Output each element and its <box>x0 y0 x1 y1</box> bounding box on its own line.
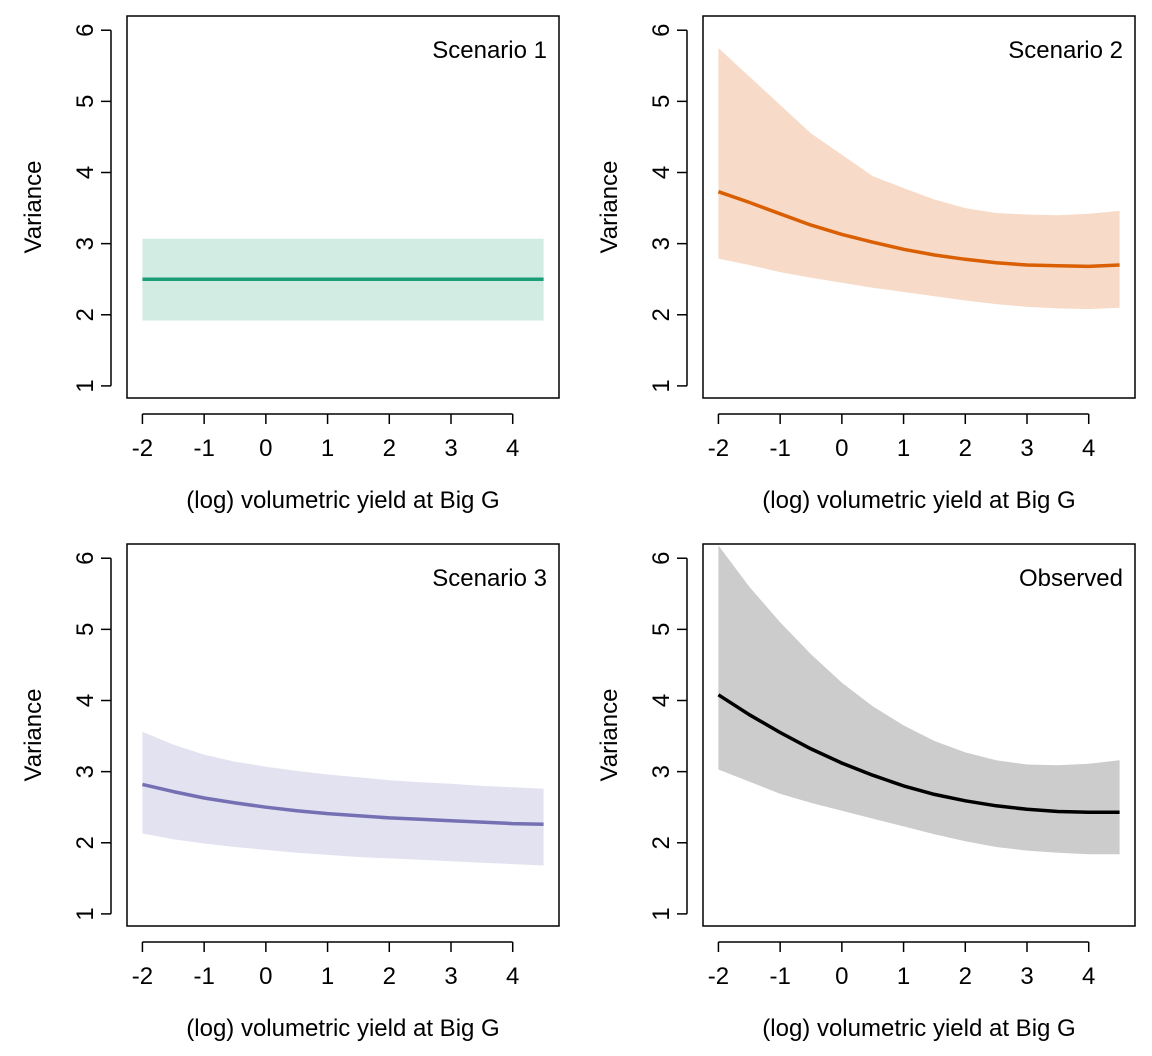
chart-panel-2: -2 -1 0 1 2 3 4 (log) volumetric yield at Big G… <box>596 15 1136 514</box>
x-tick-label: -2 <box>708 963 729 990</box>
y-axis-title: Variance <box>596 161 623 254</box>
y-axis-title: Variance <box>20 161 47 254</box>
y-tick-label: 3 <box>72 237 99 250</box>
panel-label: Scenario 2 <box>1008 37 1123 64</box>
y-axis: 1 2 3 4 5 6 <box>72 24 112 393</box>
x-tick-label: -2 <box>132 435 153 462</box>
y-axis-title: Variance <box>20 689 47 782</box>
series-line <box>717 190 1120 269</box>
x-tick-label: 2 <box>383 963 396 990</box>
y-tick-label: 6 <box>72 24 99 37</box>
chart-panel-3: -2 -1 0 1 2 3 4 (log) volumetric yield at Big G… <box>20 543 560 1042</box>
x-axis-title: (log) volumetric yield at Big G <box>762 487 1075 514</box>
x-tick-label: 3 <box>444 435 457 462</box>
y-tick-label: 6 <box>72 552 99 565</box>
series-line <box>717 693 1120 814</box>
x-axis-title: (log) volumetric yield at Big G <box>186 487 499 514</box>
confidence-band <box>142 731 544 866</box>
y-tick-label: 2 <box>72 308 99 321</box>
x-tick-label: 2 <box>383 435 396 462</box>
y-tick-label: 3 <box>648 237 675 250</box>
chart-panel-1: -2 -1 0 1 2 3 4 (log) volumetric yield at Big G… <box>20 15 560 514</box>
panel-label: Observed <box>1019 565 1123 592</box>
y-tick-label: 1 <box>648 379 675 392</box>
x-axis-title: (log) volumetric yield at Big G <box>186 1015 499 1042</box>
y-tick-label: 1 <box>72 907 99 920</box>
confidence-band <box>718 545 1120 855</box>
panel-label: Scenario 3 <box>432 565 547 592</box>
y-axis: 1 2 3 4 5 6 <box>648 24 688 393</box>
x-tick-label: -1 <box>769 963 790 990</box>
panel-label: Scenario 1 <box>432 37 547 64</box>
x-tick-label: 4 <box>1082 435 1095 462</box>
x-tick-label: 2 <box>959 435 972 462</box>
y-tick-label: 2 <box>648 836 675 849</box>
y-tick-label: 1 <box>648 907 675 920</box>
x-tick-label: 2 <box>959 963 972 990</box>
y-axis: 1 2 3 4 5 6 <box>72 552 112 921</box>
x-tick-label: 4 <box>506 963 519 990</box>
y-tick-label: 2 <box>648 308 675 321</box>
x-tick-label: 4 <box>506 435 519 462</box>
y-tick-label: 5 <box>72 623 99 636</box>
y-tick-label: 5 <box>648 95 675 108</box>
y-tick-label: 6 <box>648 552 675 565</box>
plot-frame <box>126 15 560 399</box>
x-tick-label: 1 <box>321 963 334 990</box>
x-tick-label: 1 <box>897 963 910 990</box>
y-tick-label: 4 <box>648 694 675 707</box>
x-tick-label: 0 <box>835 435 848 462</box>
plot-frame <box>126 543 560 927</box>
plot-frame <box>702 15 1136 399</box>
y-tick-label: 5 <box>648 623 675 636</box>
x-axis: -2 -1 0 1 2 3 4 <box>708 941 1095 990</box>
x-axis: -2 -1 0 1 2 3 4 <box>132 413 519 462</box>
y-tick-label: 6 <box>648 24 675 37</box>
x-tick-label: -2 <box>708 435 729 462</box>
x-tick-label: 0 <box>835 963 848 990</box>
chart-panel-4: -2 -1 0 1 2 3 4 (log) volumetric yield at Big G… <box>596 543 1136 1042</box>
confidence-band <box>718 48 1120 310</box>
x-tick-label: 3 <box>444 963 457 990</box>
x-tick-label: 4 <box>1082 963 1095 990</box>
y-tick-label: 2 <box>72 836 99 849</box>
plot-frame <box>702 543 1136 927</box>
x-tick-label: 3 <box>1020 435 1033 462</box>
x-axis: -2 -1 0 1 2 3 4 <box>132 941 519 990</box>
x-axis-title: (log) volumetric yield at Big G <box>762 1015 1075 1042</box>
x-tick-label: 0 <box>259 963 272 990</box>
x-tick-label: -1 <box>193 435 214 462</box>
y-axis: 1 2 3 4 5 6 <box>648 552 688 921</box>
series-line <box>142 782 544 827</box>
x-axis: -2 -1 0 1 2 3 4 <box>708 413 1095 462</box>
x-tick-label: 0 <box>259 435 272 462</box>
x-tick-label: -1 <box>769 435 790 462</box>
y-tick-label: 3 <box>72 765 99 778</box>
x-tick-label: 1 <box>897 435 910 462</box>
x-tick-label: -1 <box>193 963 214 990</box>
y-tick-label: 4 <box>648 166 675 179</box>
y-tick-label: 1 <box>72 379 99 392</box>
x-tick-label: 3 <box>1020 963 1033 990</box>
y-tick-label: 4 <box>72 166 99 179</box>
x-tick-label: 1 <box>321 435 334 462</box>
y-tick-label: 4 <box>72 694 99 707</box>
y-tick-label: 3 <box>648 765 675 778</box>
x-tick-label: -2 <box>132 963 153 990</box>
y-tick-label: 5 <box>72 95 99 108</box>
y-axis-title: Variance <box>596 689 623 782</box>
